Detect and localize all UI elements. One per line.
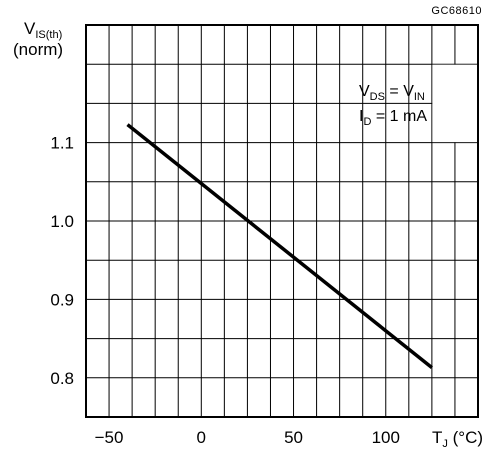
- x-tick-label: 100: [372, 428, 400, 447]
- legend-box: [432, 64, 477, 143]
- x-tick-labels: −50 0 50 100: [95, 428, 400, 447]
- grid: [86, 25, 478, 417]
- y-tick-label: 0.8: [50, 369, 74, 388]
- y-axis-title: VIS(th): [24, 19, 62, 41]
- x-axis-title: TJ (°C): [432, 428, 483, 450]
- series-group: [126, 123, 433, 369]
- y-tick-label: 1.0: [50, 212, 74, 231]
- y-tick-label: 1.1: [50, 134, 74, 153]
- legend-id-1ma: ID = 1 mA: [359, 108, 427, 128]
- x-tick-label: 50: [284, 428, 303, 447]
- y-axis-title-unit: (norm): [13, 40, 63, 59]
- y-tick-labels: 0.8 0.9 1.0 1.1: [50, 134, 74, 388]
- plot-frame: [85, 24, 479, 418]
- figure-id: GC68610: [431, 5, 482, 17]
- y-tick-label: 0.9: [50, 290, 74, 309]
- x-tick-label: −50: [95, 428, 124, 447]
- legend-vds-vin: VDS = VIN: [359, 83, 425, 103]
- series-line-0: [126, 123, 433, 369]
- x-tick-label: 0: [197, 428, 206, 447]
